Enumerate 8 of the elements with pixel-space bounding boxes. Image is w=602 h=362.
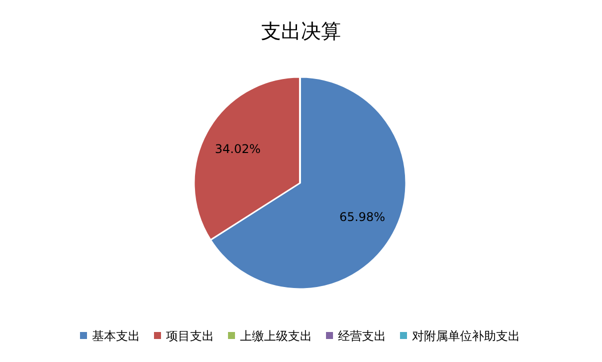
data-label: 65.98%	[339, 210, 386, 224]
data-label: 34.02%	[214, 142, 261, 156]
legend-label: 经营支出	[338, 329, 386, 343]
legend-label: 基本支出	[92, 329, 140, 343]
chart-title: 支出决算	[261, 19, 341, 43]
legend-label: 对附属单位补助支出	[412, 329, 520, 343]
legend-label: 上缴上级支出	[240, 329, 312, 343]
legend-label: 项目支出	[166, 329, 214, 343]
